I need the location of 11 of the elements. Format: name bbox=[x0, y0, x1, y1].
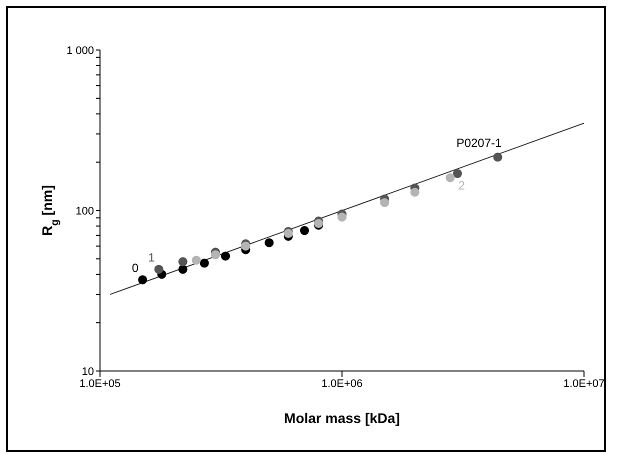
annotation: P0207-1 bbox=[456, 136, 502, 150]
series-label: 1 bbox=[148, 250, 156, 264]
x-tick-label: 1.0E+05 bbox=[79, 378, 121, 390]
series-label: 0 bbox=[132, 260, 139, 275]
y-tick-label: 10 bbox=[82, 366, 94, 378]
y-tick-label: 100 bbox=[76, 205, 94, 218]
series-label: 2 bbox=[458, 178, 466, 193]
x-tick-label: 1.0E+06 bbox=[321, 378, 363, 390]
y-tick-label: 1 000 bbox=[66, 44, 94, 57]
x-tick-label: 1.0E+07 bbox=[563, 378, 605, 390]
x-axis-title: Molar mass [kDa] bbox=[284, 410, 400, 426]
